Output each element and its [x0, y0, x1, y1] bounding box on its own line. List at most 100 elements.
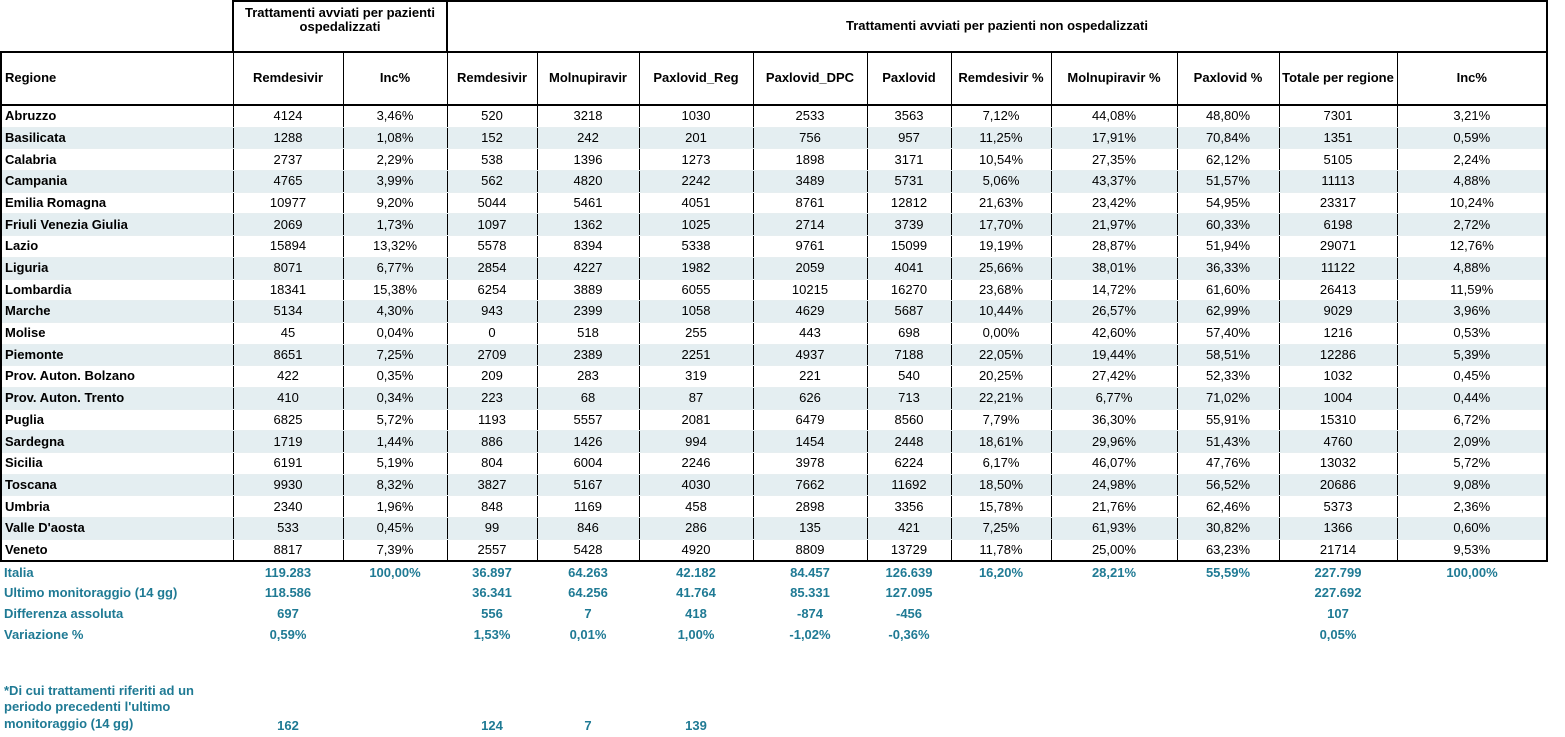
- table-cell: 6004: [536, 452, 639, 475]
- summary-cell: 0,01%: [569, 626, 607, 642]
- summary-cell: 16,20%: [978, 564, 1024, 580]
- footnote-cell: 124: [481, 717, 503, 733]
- summary-label: Variazione %: [4, 626, 84, 642]
- footnote-label: *Di cui trattamenti riferiti ad un perio…: [4, 682, 194, 732]
- footnote-cell: [867, 645, 951, 737]
- table-cell: 1366: [1278, 517, 1397, 540]
- table-cell: 0,34%: [342, 387, 447, 410]
- summary-cell: [951, 583, 1051, 604]
- column-header: Remdesivir: [446, 51, 537, 106]
- summary-cell: 42.182: [676, 564, 716, 580]
- region-name-cell: Valle D'aosta: [0, 517, 233, 540]
- table-cell: 3,96%: [1396, 300, 1548, 323]
- table-cell: 87: [638, 387, 753, 410]
- table-cell: 63,23%: [1176, 539, 1279, 563]
- non-hospitalized-group-header: Trattamenti avviati per pazienti non osp…: [446, 0, 1548, 52]
- table-cell: 61,93%: [1050, 517, 1177, 540]
- table-row: Molise 45 0,04% 0 518 255 443 698 0,00% 42,60% 57,…: [0, 322, 1548, 345]
- table-cell: 11,78%: [950, 539, 1051, 563]
- table-cell: 2340: [232, 495, 343, 519]
- summary-cell: [1397, 604, 1547, 625]
- table-cell: 2714: [752, 213, 867, 237]
- summary-label: Differenza assoluta: [4, 606, 124, 621]
- summary-row: Ultimo monitoraggio (14 gg) 118.586 36.341…: [1, 583, 1547, 604]
- summary-cell: 64.263: [568, 564, 608, 580]
- summary-cell: 28,21%: [1091, 564, 1137, 580]
- table-cell: 22,21%: [950, 387, 1051, 410]
- table-cell: 7,79%: [950, 409, 1051, 432]
- table-cell: 6479: [752, 409, 867, 432]
- summary-cell: -0,36%: [888, 626, 930, 642]
- table-cell: 9,20%: [342, 192, 447, 215]
- table-cell: 22,05%: [950, 344, 1051, 367]
- table-cell: 221: [752, 365, 867, 388]
- table-cell: 2251: [638, 344, 753, 367]
- table-cell: 42,60%: [1050, 322, 1177, 345]
- summary-cell: -874: [796, 606, 824, 621]
- table-cell: 540: [866, 365, 951, 388]
- table-cell: 60,33%: [1176, 213, 1279, 237]
- table-cell: 17,91%: [1050, 127, 1177, 150]
- table-cell: 18,50%: [950, 474, 1051, 497]
- column-header: Paxlovid_Reg: [638, 51, 753, 106]
- summary-cell: 127.095: [885, 585, 933, 601]
- column-header: Regione: [0, 51, 233, 106]
- table-cell: 626: [752, 387, 867, 410]
- summary-cell: 1,53%: [473, 626, 511, 642]
- table-cell: 1396: [536, 148, 639, 172]
- table-cell: 5,06%: [950, 170, 1051, 193]
- column-header: Totale per regione: [1278, 51, 1397, 106]
- table-cell: 23,68%: [950, 279, 1051, 302]
- table-cell: 283: [536, 365, 639, 388]
- table-cell: 1454: [752, 430, 867, 453]
- table-cell: 99: [446, 517, 537, 540]
- table-cell: 943: [446, 300, 537, 323]
- region-name-cell: Veneto: [0, 539, 233, 563]
- table-cell: 5731: [866, 170, 951, 193]
- summary-cell: [343, 583, 447, 604]
- hospitalized-group-header: Trattamenti avviati per pazienti ospedal…: [232, 0, 448, 52]
- table-cell: 20686: [1278, 474, 1397, 497]
- table-cell: 5044: [446, 192, 537, 215]
- summary-cell: 0,59%: [269, 626, 307, 642]
- table-cell: 14,72%: [1050, 279, 1177, 302]
- table-cell: 11113: [1278, 170, 1397, 193]
- table-cell: 2059: [752, 257, 867, 280]
- table-cell: 152: [446, 127, 537, 150]
- table-cell: 2242: [638, 170, 753, 193]
- table-cell: 3171: [866, 148, 951, 172]
- table-row: Toscana 9930 8,32% 3827 5167 4030 7662 11692 18,…: [0, 474, 1548, 497]
- table-row: Sicilia 6191 5,19% 804 6004 2246 3978 6224 6,17%…: [0, 452, 1548, 475]
- table-cell: 0,60%: [1396, 517, 1548, 540]
- table-cell: 10977: [232, 192, 343, 215]
- region-name-cell: Umbria: [0, 495, 233, 519]
- footnote-cell: 162: [277, 717, 299, 733]
- table-cell: 6,77%: [1050, 387, 1177, 410]
- table-cell: 68: [536, 387, 639, 410]
- region-name-cell: Basilicata: [0, 127, 233, 150]
- table-cell: 23317: [1278, 192, 1397, 215]
- table-cell: 8651: [232, 344, 343, 367]
- table-cell: 3,46%: [342, 105, 447, 128]
- table-cell: 6254: [446, 279, 537, 302]
- table-cell: 36,33%: [1176, 257, 1279, 280]
- summary-cell: 100,00%: [369, 564, 421, 580]
- table-cell: 0,04%: [342, 322, 447, 345]
- column-header-row: Regione Remdesivir Inc% Remdesivir Molnupira…: [0, 51, 1548, 106]
- table-cell: 1,73%: [342, 213, 447, 237]
- table-cell: 20,25%: [950, 365, 1051, 388]
- table-cell: 5,19%: [342, 452, 447, 475]
- table-cell: 26,57%: [1050, 300, 1177, 323]
- table-cell: 56,52%: [1176, 474, 1279, 497]
- table-cell: 15099: [866, 235, 951, 258]
- table-cell: 23,42%: [1050, 192, 1177, 215]
- region-name-cell: Molise: [0, 322, 233, 345]
- summary-cell: 7: [584, 606, 592, 621]
- table-row: Puglia 6825 5,72% 1193 5557 2081 6479 8560 7,79%…: [0, 409, 1548, 432]
- summary-cell: 41.764: [676, 585, 716, 601]
- table-row: Friuli Venezia Giulia 2069 1,73% 1097 1362 10…: [0, 213, 1548, 237]
- table-row: Veneto 8817 7,39% 2557 5428 4920 8809 13729 11,7…: [0, 539, 1548, 563]
- table-cell: 11122: [1278, 257, 1397, 280]
- table-cell: 6,17%: [950, 452, 1051, 475]
